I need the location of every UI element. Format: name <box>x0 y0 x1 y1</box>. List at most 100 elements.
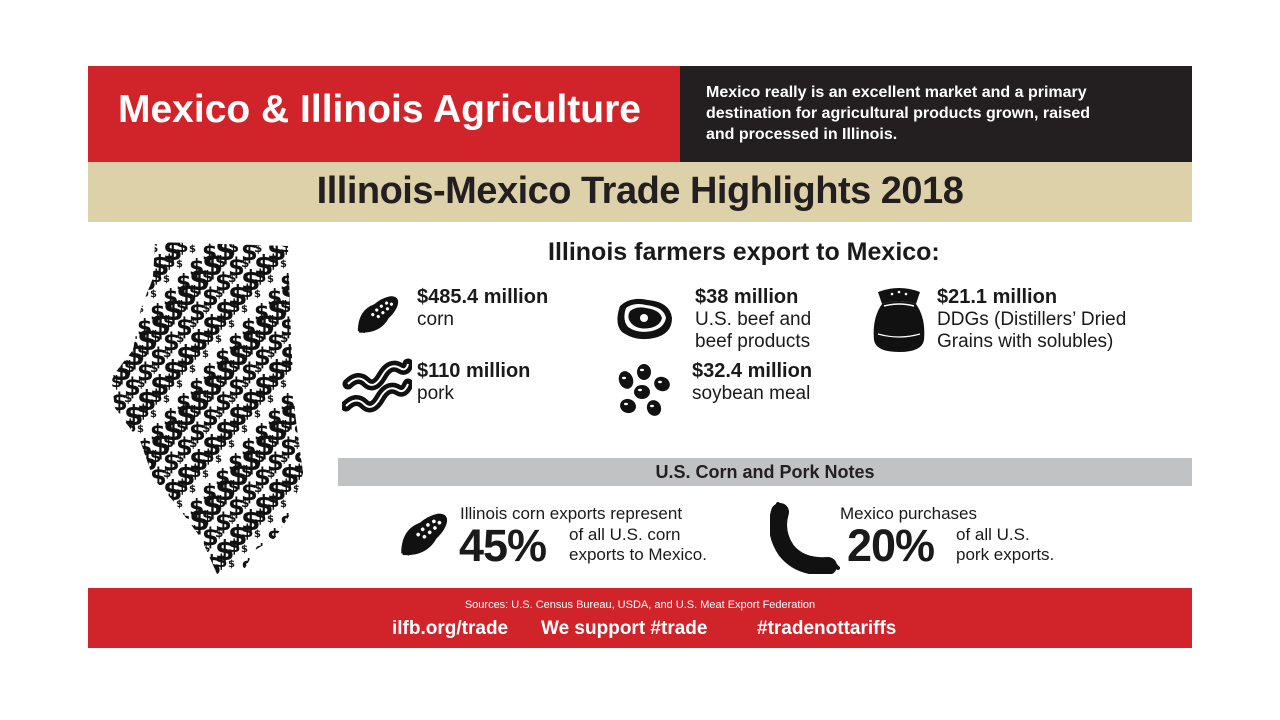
dollar-sign: $ <box>267 274 274 285</box>
pork-note-percent: 20% <box>847 520 935 571</box>
dollar-sign: $ <box>124 416 137 437</box>
footer-hashtag-tariffs[interactable]: #tradenottariffs <box>757 618 897 639</box>
dollar-sign: $ <box>163 406 178 431</box>
dollar-sign: $ <box>293 461 305 482</box>
dollar-sign: $ <box>137 424 144 435</box>
dollar-sign: $ <box>124 493 141 521</box>
dollar-sign: $ <box>241 504 260 537</box>
dollar-sign: $ <box>254 489 273 522</box>
page-title: Mexico & Illinois Agriculture <box>118 88 641 131</box>
dollar-sign: $ <box>124 238 135 256</box>
dollar-sign: $ <box>189 376 204 401</box>
dollar-sign: $ <box>280 331 288 345</box>
dollar-sign: $ <box>150 369 169 402</box>
dollar-sign: $ <box>124 253 141 281</box>
dollar-sign: $ <box>137 496 145 510</box>
dollar-sign: $ <box>189 244 196 255</box>
dollar-sign: $ <box>163 354 182 387</box>
dollar-sign: $ <box>228 511 236 525</box>
corn-note-intro: Illinois corn exports represent <box>460 504 683 523</box>
dollar-sign: $ <box>267 448 284 476</box>
dollar-sign: $ <box>150 386 163 407</box>
dollar-sign: $ <box>137 256 145 270</box>
dollar-sign: $ <box>228 493 245 521</box>
dollar-sign: $ <box>176 297 187 316</box>
dollar-sign: $ <box>293 324 305 357</box>
dollar-sign: $ <box>202 523 219 551</box>
dollar-sign: $ <box>163 312 174 331</box>
dollar-sign: $ <box>176 259 183 270</box>
dollar-sign: $ <box>254 529 261 540</box>
dollar-sign: $ <box>202 488 223 523</box>
dollar-sign: $ <box>267 568 284 578</box>
dollar-sign: $ <box>111 252 122 271</box>
dollar-sign: $ <box>202 361 217 386</box>
dollar-sign: $ <box>189 484 196 495</box>
dollar-sign: $ <box>202 446 215 467</box>
title-banner <box>88 66 680 162</box>
dollar-sign: $ <box>254 241 262 255</box>
dollar-sign: $ <box>228 373 245 401</box>
dollar-sign: $ <box>241 264 260 297</box>
dollar-sign: $ <box>150 567 161 578</box>
dollar-sign: $ <box>150 481 158 495</box>
ddgs-export-label: Grains with solubles) <box>937 331 1114 352</box>
dollar-sign: $ <box>176 499 183 510</box>
dollar-sign: $ <box>176 476 189 497</box>
dollar-sign: $ <box>215 372 226 391</box>
dollar-sign: $ <box>202 326 215 347</box>
dollar-sign: $ <box>124 477 135 496</box>
dollar-sign: $ <box>163 432 174 451</box>
soybeans-icon <box>618 364 670 416</box>
dollar-sign: $ <box>124 519 143 552</box>
dollar-sign: $ <box>228 357 239 376</box>
dollar-sign: $ <box>176 238 189 257</box>
dollar-sign: $ <box>124 373 141 401</box>
dollar-sign: $ <box>150 409 157 420</box>
subhead-band <box>88 162 1192 222</box>
dollar-sign: $ <box>293 522 304 541</box>
dollar-sign: $ <box>254 421 269 446</box>
dollar-sign: $ <box>215 574 222 578</box>
dollar-sign: $ <box>241 478 258 506</box>
dollar-sign: $ <box>215 238 236 268</box>
dollar-sign: $ <box>137 544 144 555</box>
ddgs-export-label: DDGs (Distillers’ Dried <box>937 309 1127 330</box>
dollar-sign: $ <box>137 376 145 390</box>
exports-heading: Illinois farmers export to Mexico: <box>548 238 940 266</box>
dollar-sign: $ <box>202 566 215 578</box>
dollar-sign: $ <box>267 394 274 405</box>
quote-line: and processed in Illinois. <box>706 126 898 143</box>
dollar-sign: $ <box>280 476 293 497</box>
dollar-sign: $ <box>293 444 305 477</box>
dollar-sign: $ <box>176 451 184 465</box>
dollar-sign: $ <box>163 251 176 272</box>
dollar-sign: $ <box>124 319 131 330</box>
dollar-sign: $ <box>124 279 143 312</box>
dollar-sign: $ <box>241 544 248 555</box>
footer-link-ilfb[interactable]: ilfb.org/trade <box>392 618 509 639</box>
dollar-sign: $ <box>293 556 301 570</box>
dollar-sign: $ <box>163 448 180 476</box>
dollar-sign: $ <box>202 507 213 526</box>
dollar-sign: $ <box>163 346 171 360</box>
dollar-sign: $ <box>241 424 248 435</box>
dollar-sign: $ <box>189 444 208 477</box>
dollar-sign: $ <box>176 339 195 372</box>
dollar-sign: $ <box>189 402 200 421</box>
dollar-sign: $ <box>241 281 254 302</box>
footer-hashtag-trade[interactable]: We support #trade <box>541 618 708 639</box>
dollar-sign: $ <box>254 481 262 495</box>
dollar-sign: $ <box>176 271 191 296</box>
dollar-sign: $ <box>228 519 247 552</box>
dollar-sign: $ <box>228 559 235 570</box>
dollar-sign: $ <box>189 263 210 298</box>
dollar-sign: $ <box>228 399 247 432</box>
dollar-sign: $ <box>293 484 300 495</box>
dollar-sign: $ <box>293 282 304 301</box>
dollar-sign: $ <box>163 371 176 392</box>
dollar-sign: $ <box>241 436 256 461</box>
dollar-sign: $ <box>202 387 213 406</box>
dollar-sign: $ <box>267 251 280 272</box>
dollar-sign: $ <box>176 391 191 416</box>
